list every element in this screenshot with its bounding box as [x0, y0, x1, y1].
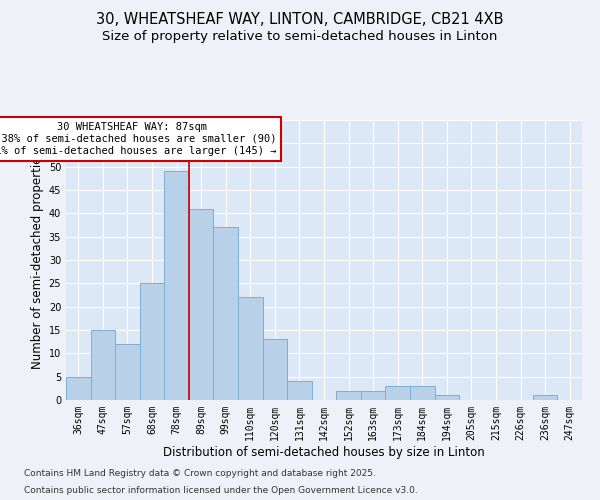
Bar: [336, 390, 361, 400]
Y-axis label: Number of semi-detached properties: Number of semi-detached properties: [31, 150, 44, 370]
Bar: [66, 376, 91, 400]
Bar: [115, 344, 140, 400]
Bar: [263, 340, 287, 400]
Bar: [164, 172, 189, 400]
Bar: [434, 396, 459, 400]
Text: 30, WHEATSHEAF WAY, LINTON, CAMBRIDGE, CB21 4XB: 30, WHEATSHEAF WAY, LINTON, CAMBRIDGE, C…: [96, 12, 504, 28]
Bar: [385, 386, 410, 400]
Text: 30 WHEATSHEAF WAY: 87sqm
← 38% of semi-detached houses are smaller (90)
61% of s: 30 WHEATSHEAF WAY: 87sqm ← 38% of semi-d…: [0, 122, 276, 156]
Bar: [287, 382, 312, 400]
Bar: [533, 396, 557, 400]
Text: Contains HM Land Registry data © Crown copyright and database right 2025.: Contains HM Land Registry data © Crown c…: [24, 468, 376, 477]
Bar: [214, 228, 238, 400]
Bar: [238, 298, 263, 400]
Text: Contains public sector information licensed under the Open Government Licence v3: Contains public sector information licen…: [24, 486, 418, 495]
Text: Size of property relative to semi-detached houses in Linton: Size of property relative to semi-detach…: [103, 30, 497, 43]
Bar: [361, 390, 385, 400]
Bar: [189, 208, 214, 400]
X-axis label: Distribution of semi-detached houses by size in Linton: Distribution of semi-detached houses by …: [163, 446, 485, 458]
Bar: [91, 330, 115, 400]
Bar: [410, 386, 434, 400]
Bar: [140, 284, 164, 400]
